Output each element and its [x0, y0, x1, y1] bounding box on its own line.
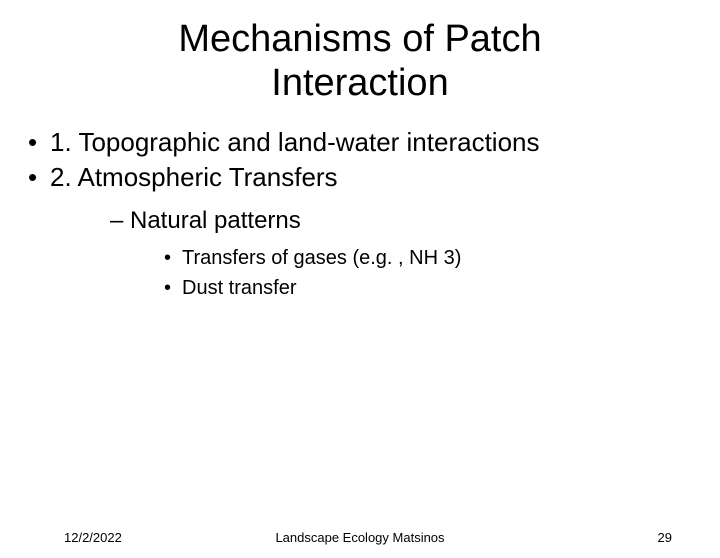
subbullet-item-1-text: Natural patterns [130, 207, 301, 234]
subsubbullet-item-1: Transfers of gases (e.g. , NH 3) [164, 243, 720, 273]
bullet-item-2-text: 2. Atmospheric Transfers [50, 162, 338, 192]
subsubbullet-item-2: Dust transfer [164, 273, 720, 303]
bullet-item-1: 1. Topographic and land-water interactio… [28, 125, 720, 160]
subbullet-item-1: Natural patterns Transfers of gases (e.g… [110, 204, 720, 304]
footer-page-number: 29 [658, 530, 672, 545]
title-line-2: Interaction [271, 62, 448, 104]
bullet-list-level3: Transfers of gases (e.g. , NH 3) Dust tr… [164, 243, 720, 303]
bullet-list-level2: Natural patterns Transfers of gases (e.g… [110, 204, 720, 304]
footer-center: Landscape Ecology Matsinos [0, 530, 720, 545]
bullet-item-2: 2. Atmospheric Transfers Natural pattern… [28, 160, 720, 303]
title-line-1: Mechanisms of Patch [178, 18, 541, 60]
slide-title: Mechanisms of Patch Interaction [0, 18, 720, 105]
bullet-list-level1: 1. Topographic and land-water interactio… [28, 125, 720, 303]
slide: Mechanisms of Patch Interaction 1. Topog… [0, 18, 720, 558]
